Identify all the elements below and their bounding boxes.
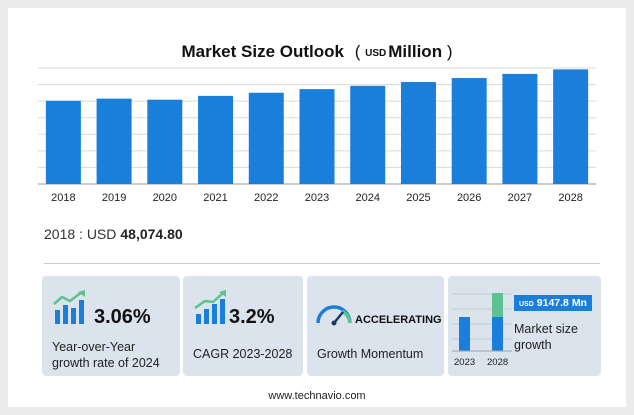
- mini-year-start: 2023: [454, 357, 476, 368]
- x-tick-2023: 2023: [305, 192, 329, 204]
- momentum-label: Growth Momentum: [317, 347, 424, 361]
- market-growth-badge: USD 9147.8 Mn: [514, 295, 592, 311]
- speedometer-icon: [316, 305, 352, 326]
- footer-url: www.technavio.com: [268, 390, 366, 402]
- market-label-1: Market size: [514, 322, 578, 336]
- x-tick-2019: 2019: [102, 192, 126, 204]
- chart-bars: [45, 69, 589, 184]
- bar-2024: [350, 85, 386, 184]
- chart-title: Market Size Outlook ( USD Million ): [8, 42, 626, 62]
- divider: [44, 263, 600, 264]
- yoy-value: 3.06%: [94, 306, 151, 328]
- bar-2028: [553, 69, 589, 184]
- mini-year-end: 2028: [487, 357, 509, 368]
- bar-2023: [299, 89, 335, 184]
- open-paren: (: [354, 42, 361, 61]
- yoy-label-1: Year-over-Year: [52, 340, 136, 354]
- title-text: Market Size Outlook: [181, 42, 344, 61]
- bar-2027: [502, 73, 538, 184]
- x-tick-2020: 2020: [153, 192, 177, 204]
- badge-unit: USD: [519, 301, 534, 308]
- mini-bar-growth: [492, 293, 503, 317]
- bar-2026: [451, 78, 487, 184]
- bar-chart: 2018 2019 2020 2021 2022 2023 2024 2025 2026 2027…: [38, 67, 596, 204]
- x-tick-2021: 2021: [203, 192, 227, 204]
- report-card: Market Size Outlook ( USD Million ) 2018 2…: [8, 8, 626, 407]
- chart-x-ticks: 2018 2019 2020 2021 2022 2023 2024 2025 2026 2027…: [51, 192, 583, 204]
- x-tick-2025: 2025: [406, 192, 430, 204]
- x-tick-2018: 2018: [51, 192, 75, 204]
- cagr-label: CAGR 2023-2028: [193, 347, 293, 361]
- bar-2025: [400, 82, 436, 184]
- mini-bar-2023: [459, 317, 470, 351]
- growth-chart-icon: [53, 290, 85, 324]
- badge-value: 9147.8 Mn: [536, 297, 587, 309]
- x-tick-2024: 2024: [355, 192, 379, 204]
- market-growth-panel: 2023 2028 USD 9147.8 Mn Market size growt…: [448, 276, 601, 376]
- market-label-2: growth: [514, 338, 552, 352]
- bar-2021: [198, 95, 234, 184]
- title-unit-group: ( USD Million ): [355, 42, 453, 61]
- bar-2022: [248, 92, 284, 184]
- momentum-status: ACCELERATING: [355, 314, 442, 326]
- cagr-value: 3.2%: [229, 306, 275, 328]
- bar-2020: [147, 99, 183, 184]
- x-tick-2027: 2027: [508, 192, 532, 204]
- x-tick-2026: 2026: [457, 192, 481, 204]
- close-paren: ): [446, 42, 453, 61]
- x-tick-2028: 2028: [558, 192, 582, 204]
- mini-bar-2028: [492, 317, 503, 351]
- x-tick-2022: 2022: [254, 192, 278, 204]
- title-unit: USD: [365, 48, 387, 59]
- bar-2018: [45, 100, 81, 184]
- yoy-label-2: growth rate of 2024: [52, 356, 160, 370]
- base-year-label: 2018 : USD: [44, 226, 117, 242]
- bar-2019: [96, 98, 132, 184]
- momentum-panel: ACCELERATING Growth Momentum: [307, 276, 444, 376]
- base-year-value: 2018 : USD 48,074.80: [44, 226, 183, 242]
- cagr-chart-icon: [194, 290, 226, 324]
- base-year-amount: 48,074.80: [120, 226, 183, 242]
- cagr-panel: 3.2% CAGR 2023-2028: [183, 276, 303, 376]
- mini-bar-chart: [452, 293, 512, 352]
- title-unit-suffix: Million: [388, 42, 443, 61]
- yoy-panel: 3.06% Year-over-Year growth rate of 2024: [42, 276, 180, 376]
